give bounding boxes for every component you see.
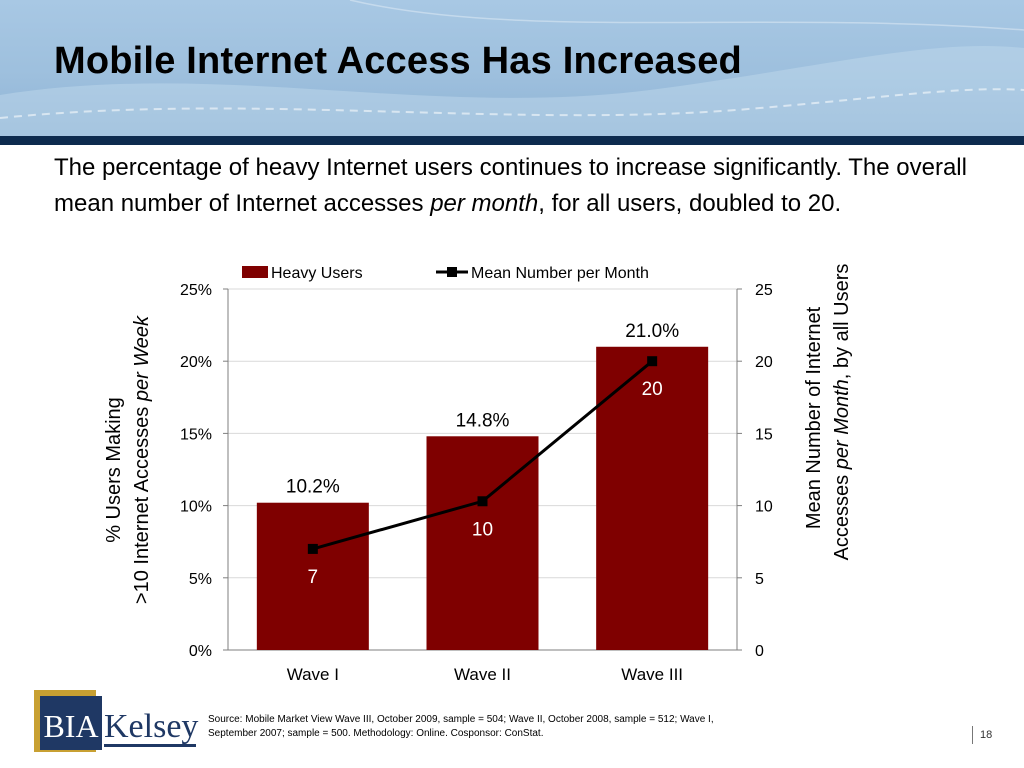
line-point-2 — [647, 356, 658, 367]
logo-kelsey-text: Kelsey — [104, 708, 198, 745]
logo-underline — [104, 744, 196, 747]
slide-title: Mobile Internet Access Has Increased — [54, 40, 742, 82]
left-axis-title-line2-a: >10 Internet Accesses — [131, 401, 153, 604]
bar-2 — [596, 346, 709, 650]
x-axis-category-labels: Wave I Wave II Wave III — [287, 665, 683, 684]
bar-0 — [256, 502, 369, 650]
right-tick-label-0: 0 — [755, 643, 764, 660]
right-axis-title-line2: Accesses per Month, by all Users — [831, 264, 853, 561]
bar-series-heavy-users: 10.2% 14.8% 21.0% — [256, 321, 709, 650]
right-axis-ticks: 0 5 10 15 20 25 — [737, 282, 773, 660]
line-data-label-0: 7 — [308, 567, 319, 588]
line-data-label-1: 10 — [472, 519, 493, 540]
page-number: 18 — [980, 729, 993, 741]
slide-body-text: The percentage of heavy Internet users c… — [54, 150, 974, 222]
source-footnote: Source: Mobile Market View Wave III, Oct… — [208, 714, 714, 739]
line-series-mean-number: 7 10 20 — [308, 356, 663, 588]
left-axis-ticks: 0% 5% 10% 15% 20% 25% — [180, 282, 228, 660]
right-axis-title-line2-a: Accesses — [831, 469, 853, 560]
right-axis-title-line2-b: per Month — [831, 379, 853, 470]
chart-legend: Heavy Users Mean Number per Month — [242, 265, 649, 282]
x-tick-label-1: Wave II — [454, 665, 511, 684]
left-tick-label-3: 15% — [180, 426, 212, 443]
page-number-separator — [972, 726, 973, 744]
legend-label-mean-number: Mean Number per Month — [471, 265, 649, 282]
legend-marker-mean-number — [447, 267, 457, 277]
right-tick-label-3: 15 — [755, 426, 773, 443]
legend-label-heavy-users: Heavy Users — [271, 265, 363, 282]
logo-graphic: BIA Kelsey — [34, 690, 198, 752]
body-text-italic: per month — [430, 190, 539, 217]
x-tick-label-2: Wave III — [621, 665, 683, 684]
left-axis-title-line2-b: per Week — [131, 315, 153, 402]
line-point-1 — [477, 496, 488, 507]
left-tick-label-1: 5% — [189, 571, 212, 588]
left-tick-label-4: 20% — [180, 354, 212, 371]
left-axis-title-line2: >10 Internet Accesses per Week — [131, 315, 153, 604]
line-data-label-2: 20 — [642, 379, 663, 400]
x-tick-label-0: Wave I — [287, 665, 339, 684]
left-tick-label-2: 10% — [180, 499, 212, 516]
header-divider-bar — [0, 136, 1024, 145]
right-tick-label-5: 25 — [755, 282, 773, 299]
bia-kelsey-logo: BIA Kelsey — [34, 690, 200, 754]
bar-data-label-2: 21.0% — [625, 321, 679, 342]
right-tick-label-2: 10 — [755, 499, 773, 516]
right-tick-label-4: 20 — [755, 354, 773, 371]
bar-data-label-0: 10.2% — [286, 477, 340, 498]
header-swoosh-graphic — [0, 0, 1024, 140]
right-tick-label-1: 5 — [755, 571, 764, 588]
line-point-0 — [307, 543, 318, 554]
left-tick-label-0: 0% — [189, 643, 212, 660]
left-axis-title-line1: % Users Making — [103, 397, 125, 543]
right-axis-title-line2-c: , by all Users — [831, 264, 853, 380]
right-axis-title-line1: Mean Number of Internet — [803, 306, 825, 529]
logo-navy-square — [40, 696, 102, 750]
body-text-part2: , for all users, doubled to 20. — [538, 190, 842, 217]
bar-data-label-1: 14.8% — [456, 410, 510, 431]
body-text-part1: The percentage of heavy Internet users c… — [54, 154, 967, 217]
header-banner — [0, 0, 1024, 140]
logo-bia-text: BIA — [43, 708, 98, 744]
left-tick-label-5: 25% — [180, 282, 212, 299]
legend-swatch-heavy-users — [242, 266, 268, 278]
